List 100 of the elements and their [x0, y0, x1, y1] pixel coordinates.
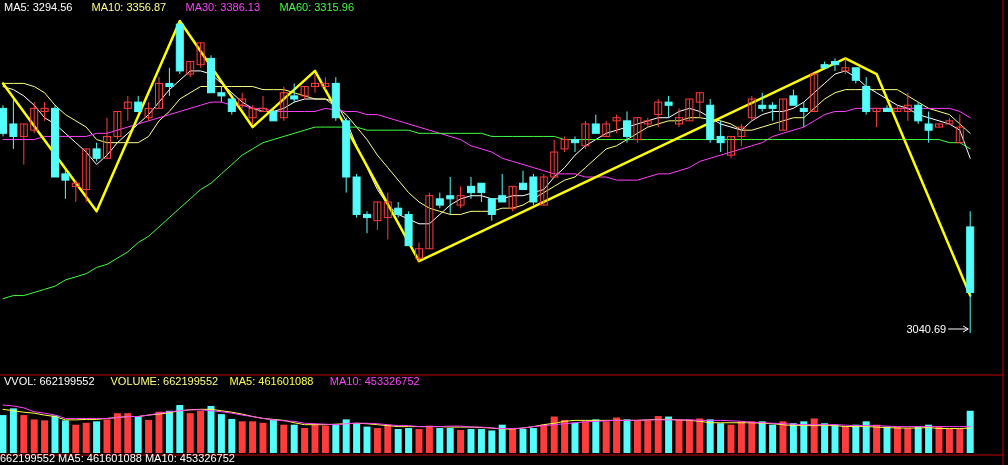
candlestick — [685, 98, 694, 122]
bar — [519, 429, 527, 453]
bar — [446, 428, 454, 453]
bar — [789, 423, 797, 453]
candlestick — [103, 117, 111, 159]
candlestick — [654, 98, 663, 128]
text: MA60: 3315.96 — [279, 1, 355, 13]
text: MA30: 3386.13 — [185, 1, 261, 13]
bar — [800, 421, 808, 453]
candlestick — [581, 120, 590, 150]
bar — [425, 425, 433, 453]
candlestick — [675, 107, 683, 128]
candlestick — [695, 92, 704, 119]
bar — [914, 426, 922, 453]
bar — [20, 415, 28, 453]
bar — [748, 421, 756, 453]
bar — [727, 424, 735, 453]
bar — [675, 419, 683, 453]
candlestick — [519, 170, 527, 190]
bar — [259, 422, 267, 453]
candlestick — [321, 76, 330, 91]
bar — [72, 424, 80, 453]
bar — [165, 410, 173, 453]
bar — [321, 425, 329, 453]
candlestick — [446, 176, 455, 215]
bar — [384, 424, 392, 453]
candlestick — [799, 101, 808, 128]
bar — [561, 419, 569, 453]
text: MA10: 453326752 — [329, 375, 420, 387]
bar — [696, 418, 704, 453]
bar — [134, 416, 142, 453]
candlestick — [591, 114, 600, 134]
bar — [436, 428, 444, 453]
bar — [852, 424, 860, 453]
bar — [415, 429, 423, 453]
annotation: 662199552 MA5: 461601088 MA10: 453326752 — [0, 452, 235, 464]
bar — [405, 428, 413, 453]
candlestick — [290, 82, 299, 103]
bar — [332, 424, 340, 453]
candlestick — [165, 67, 174, 97]
candlestick — [633, 117, 642, 144]
candlestick — [92, 142, 101, 162]
candlestick — [259, 95, 267, 112]
candlestick — [747, 95, 756, 122]
candlestick — [623, 110, 631, 144]
bar — [488, 430, 496, 453]
bar — [207, 405, 215, 453]
candlestick — [363, 210, 371, 234]
candlestick — [383, 192, 392, 240]
bar — [623, 419, 631, 453]
bar — [581, 421, 589, 453]
bar — [353, 423, 361, 453]
bar — [883, 426, 891, 453]
bar — [654, 416, 662, 453]
bar — [893, 427, 901, 453]
candlestick — [248, 104, 257, 125]
series-label: VOLUME: 662199552 — [110, 375, 219, 387]
candlestick — [19, 123, 28, 166]
candlestick — [61, 167, 70, 200]
chart-title: VVOL: 662199552 — [4, 375, 95, 387]
candlestick — [30, 101, 39, 134]
bar — [0, 415, 7, 453]
bar — [145, 419, 153, 453]
candlestick — [539, 173, 548, 206]
bar — [394, 429, 402, 453]
bar — [238, 421, 246, 453]
bar — [529, 428, 537, 453]
bar — [945, 429, 953, 453]
candlestick — [498, 173, 507, 203]
bar — [665, 416, 673, 453]
bar — [821, 423, 829, 453]
candlestick — [9, 98, 18, 150]
bar — [706, 419, 714, 453]
bar — [41, 420, 49, 453]
bar — [290, 424, 298, 453]
bar — [51, 415, 59, 453]
bar — [228, 418, 236, 453]
bar — [82, 422, 90, 453]
candlestick — [903, 92, 912, 122]
text: MA5: 3294.56 — [4, 1, 73, 13]
candlestick — [487, 198, 496, 222]
bar — [925, 424, 933, 453]
bar — [342, 419, 350, 453]
candlestick — [550, 139, 559, 178]
bar — [93, 421, 101, 453]
bar — [633, 420, 641, 453]
bar — [841, 426, 849, 453]
bar — [966, 410, 974, 453]
candlestick — [415, 242, 423, 262]
bar — [831, 424, 839, 453]
candlestick — [373, 201, 382, 231]
bar — [685, 419, 693, 453]
candlestick — [144, 101, 153, 122]
text: MA10: 3356.87 — [91, 1, 167, 13]
candlestick — [758, 92, 767, 112]
candlestick — [872, 107, 881, 128]
bar — [571, 422, 579, 453]
candlestick — [279, 86, 288, 122]
annotation: 3040.69 — [906, 323, 947, 335]
candlestick — [727, 135, 735, 159]
